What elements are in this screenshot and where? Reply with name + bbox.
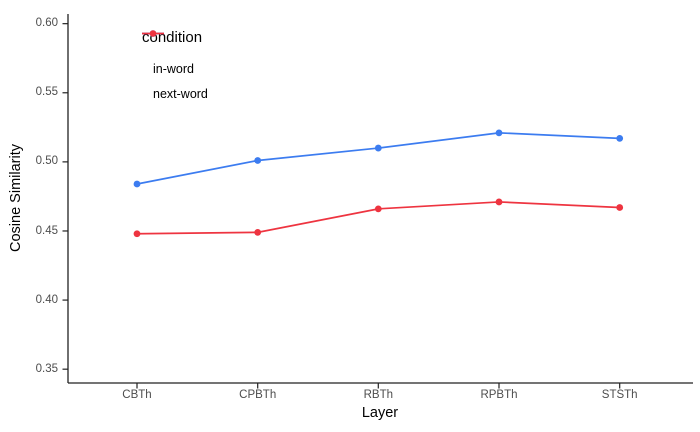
legend-item-in-word: in-word — [142, 30, 208, 81]
data-point-next-word-RBTh — [374, 205, 382, 213]
y-tick-label: 0.45 — [35, 225, 58, 237]
x-axis-title: Layer — [361, 405, 399, 421]
data-point-in-word-RPBTh — [495, 129, 503, 137]
x-tick-label: CBTh — [122, 389, 152, 401]
data-point-next-word-CBTh — [133, 230, 141, 238]
y-tick-label: 0.55 — [35, 86, 58, 98]
legend: condition in-word next-word — [142, 29, 208, 106]
x-tick-label: RBTh — [363, 389, 393, 401]
next-word-key-icon — [142, 30, 164, 37]
series-line-in-word — [136, 132, 620, 185]
data-point-next-word-CPBTh — [254, 228, 262, 236]
y-tick-label: 0.50 — [35, 155, 58, 167]
data-point-in-word-CBTh — [133, 180, 141, 188]
data-point-in-word-STSTh — [616, 134, 624, 142]
y-tick-label: 0.40 — [35, 294, 58, 306]
data-point-in-word-CPBTh — [254, 157, 262, 164]
data-point-next-word-STSTh — [616, 204, 624, 211]
data-point-next-word-RPBTh — [495, 198, 503, 206]
legend-item-next-word: next-word — [142, 30, 208, 106]
legend-item-label: in-word — [153, 61, 194, 76]
x-tick-label: RPBTh — [480, 389, 518, 401]
y-axis-title: Cosine Similarity — [8, 144, 24, 252]
y-tick-label: 0.35 — [35, 363, 58, 375]
data-point-in-word-RBTh — [374, 144, 382, 152]
y-tick-label: 0.60 — [35, 17, 58, 29]
x-tick-label: STSTh — [601, 389, 638, 401]
x-tick-label: CPBTh — [239, 389, 277, 401]
legend-item-label: next-word — [153, 86, 208, 101]
